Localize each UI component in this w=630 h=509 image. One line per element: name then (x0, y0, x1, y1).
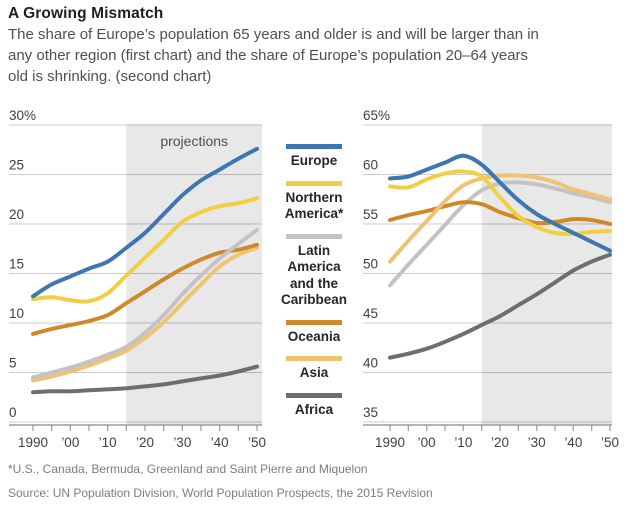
series-line-europe (388, 153, 612, 253)
x-axis-label: 1990 (18, 435, 48, 450)
x-axis-label: ’50 (601, 435, 619, 450)
series-line-northern-america (31, 196, 259, 304)
y-axis-label: 60 (363, 158, 378, 173)
y-axis-label: 25 (9, 158, 24, 173)
chart-20-to-64: 35 40 45 50 55 60 65% 1990 ’00 ’10 ’20 ’30 ’40 ’50 (363, 108, 619, 450)
legend-item-northern-america: Northern America* (284, 180, 344, 223)
legend-swatch-europe (286, 144, 342, 149)
series-line-africa (388, 252, 612, 360)
legend-label-europe: Europe (290, 153, 338, 168)
legend-item-asia: Asia (286, 356, 342, 382)
x-axis-label: ’50 (248, 435, 266, 450)
y-axis-label: 50 (363, 257, 378, 272)
legend-item-latin-america: Latin America and the Caribbean (280, 233, 348, 309)
y-axis-label: 20 (9, 207, 24, 222)
x-axis-label: ’10 (454, 435, 472, 450)
y-axis-label: 10 (9, 306, 24, 321)
legend-label-latin-america: Latin America and the Caribbean (280, 242, 348, 308)
y-axis-label: 55 (363, 207, 378, 222)
x-axis-label: ’40 (211, 435, 229, 450)
series-line-latin-america-and-the-caribbean (31, 227, 259, 380)
x-axis-label: ’20 (491, 435, 509, 450)
y-axis-label: 5 (9, 356, 17, 371)
legend-label-asia: Asia (299, 365, 329, 380)
legend-swatch-africa (286, 392, 342, 398)
series-line-africa (31, 364, 259, 395)
y-axis-label: 0 (9, 405, 17, 420)
x-axis-label: ’30 (528, 435, 546, 450)
y-axis-label: 30% (9, 108, 36, 123)
legend-label-africa: Africa (294, 401, 334, 417)
x-axis-label: ’20 (136, 435, 154, 450)
series-line-oceania (31, 242, 259, 336)
y-axis-label: 15 (9, 257, 24, 272)
series-line-oceania (388, 200, 612, 226)
legend-swatch-oceania (286, 319, 342, 325)
legend-label-oceania: Oceania (287, 328, 341, 344)
legend-swatch-latin-america (286, 233, 342, 239)
series-line-asia (388, 173, 612, 264)
x-axis-label: ’10 (99, 435, 117, 450)
footnote: *U.S., Canada, Bermuda, Greenland and Sa… (8, 462, 368, 476)
y-axis-label: 40 (363, 356, 378, 371)
legend-swatch-asia (286, 356, 342, 361)
x-axis-label: ’00 (61, 435, 79, 450)
projection-shading (481, 125, 612, 425)
y-axis-label: 65% (363, 108, 390, 123)
x-axis-label: 1990 (375, 435, 405, 450)
chart-65-and-older: 0 5 10 15 20 25 30% projections 1990 ’00 ’10 ’20 ’30… (9, 108, 266, 450)
legend-item-oceania: Oceania (286, 319, 342, 346)
projections-label: projections (160, 133, 228, 149)
legend-item-europe: Europe (286, 144, 342, 170)
page-title: A Growing Mismatch (8, 5, 164, 22)
x-axis-label: ’00 (418, 435, 436, 450)
legend-label-northern-america: Northern America* (284, 189, 344, 222)
chart-legend: Europe Northern America* Latin America and… (271, 144, 357, 429)
y-axis-label: 45 (363, 306, 378, 321)
series-line-asia (31, 245, 259, 383)
series-line-europe (31, 146, 259, 299)
legend-swatch-northern-america (285, 180, 342, 186)
x-axis-label: ’40 (564, 435, 582, 450)
chart-subtitle: The share of Europe’s population 65 year… (8, 26, 539, 85)
x-axis-label: ’30 (173, 435, 191, 450)
y-axis-label: 35 (363, 405, 378, 420)
legend-item-africa: Africa (286, 392, 342, 419)
source-line: Source: UN Population Division, World Po… (8, 486, 433, 500)
